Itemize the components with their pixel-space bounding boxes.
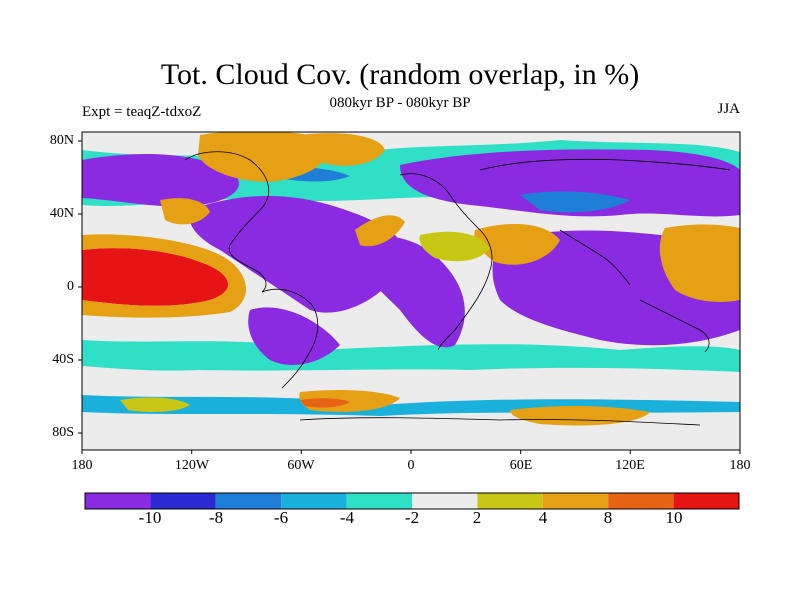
colorbar-box-5 <box>346 493 412 509</box>
season-label: JJA <box>717 101 740 117</box>
colorbar-box-1 <box>85 493 151 509</box>
colorbar-label-1: -10 <box>138 508 162 527</box>
lon-label-120w: 120W <box>174 458 210 473</box>
lat-ticks <box>78 140 82 434</box>
lat-label-80s: 80S <box>52 425 74 440</box>
purple-north-america <box>189 195 406 313</box>
colorbar <box>84 492 740 510</box>
coastlines <box>184 151 731 426</box>
colorbar-box-6 <box>412 493 478 509</box>
red-east-pacific <box>82 248 229 306</box>
orange-west-africa <box>355 215 405 247</box>
orange-north-atlantic <box>300 133 385 166</box>
colorbar-label-6: 2 <box>472 508 482 527</box>
band-south-cyan <box>82 340 740 372</box>
lat-label-0: 0 <box>67 279 74 294</box>
colorbar-box-2 <box>150 493 216 509</box>
colorbar-label-9: 10 <box>665 508 683 527</box>
lon-ticks <box>81 450 741 454</box>
colorbar-label-8: 8 <box>603 508 613 527</box>
colorbar-label-3: -6 <box>273 508 289 527</box>
chart-title: Tot. Cloud Cov. (random overlap, in %) <box>160 58 640 91</box>
colorbar-box-9 <box>608 493 674 509</box>
blue-patch-1 <box>520 191 630 213</box>
lon-label-0: 0 <box>407 458 415 473</box>
colorbar-box-7 <box>477 493 543 509</box>
lat-label-40n: 40N <box>49 206 74 221</box>
colorbar-label-5: -2 <box>404 508 420 527</box>
purple-eurasia <box>400 149 740 217</box>
lon-label-60e: 60E <box>509 458 533 473</box>
orange-greenland <box>198 132 331 182</box>
experiment-label: Expt = teaqZ-tdxoZ <box>82 104 202 120</box>
colorbar-box-8 <box>542 493 609 509</box>
purple-north-pacific <box>82 154 239 207</box>
yellow-sahara <box>419 231 490 262</box>
lon-label-180w: 180 <box>71 458 93 473</box>
chart-subtitle: 080kyr BP - 080kyr BP <box>329 95 471 111</box>
lon-label-180e: 180 <box>729 458 751 473</box>
yellow-south-pacific <box>120 397 190 413</box>
lat-label-80n: 80N <box>49 133 74 148</box>
orange-east-pacific <box>82 234 247 318</box>
colorbar-box-10 <box>673 493 739 509</box>
colorbar-label-2: -8 <box>208 508 224 527</box>
colorbar-label-7: 4 <box>538 508 548 527</box>
colorbar-box-3 <box>215 493 282 509</box>
colorbar-label-4: -4 <box>339 508 355 527</box>
lat-label-40s: 40S <box>52 352 74 367</box>
colorbar-box-4 <box>281 493 347 509</box>
red-antarctic <box>300 398 350 408</box>
orange-mideast <box>474 224 560 265</box>
orange-west-pacific <box>659 224 740 302</box>
lon-label-60w: 60W <box>287 458 315 473</box>
purple-atlantic <box>350 236 465 348</box>
orange-southern-indian <box>510 406 650 426</box>
lon-label-120e: 120E <box>615 458 645 473</box>
purple-central-pacific <box>248 307 340 365</box>
orange-pacific-nw <box>160 198 210 225</box>
